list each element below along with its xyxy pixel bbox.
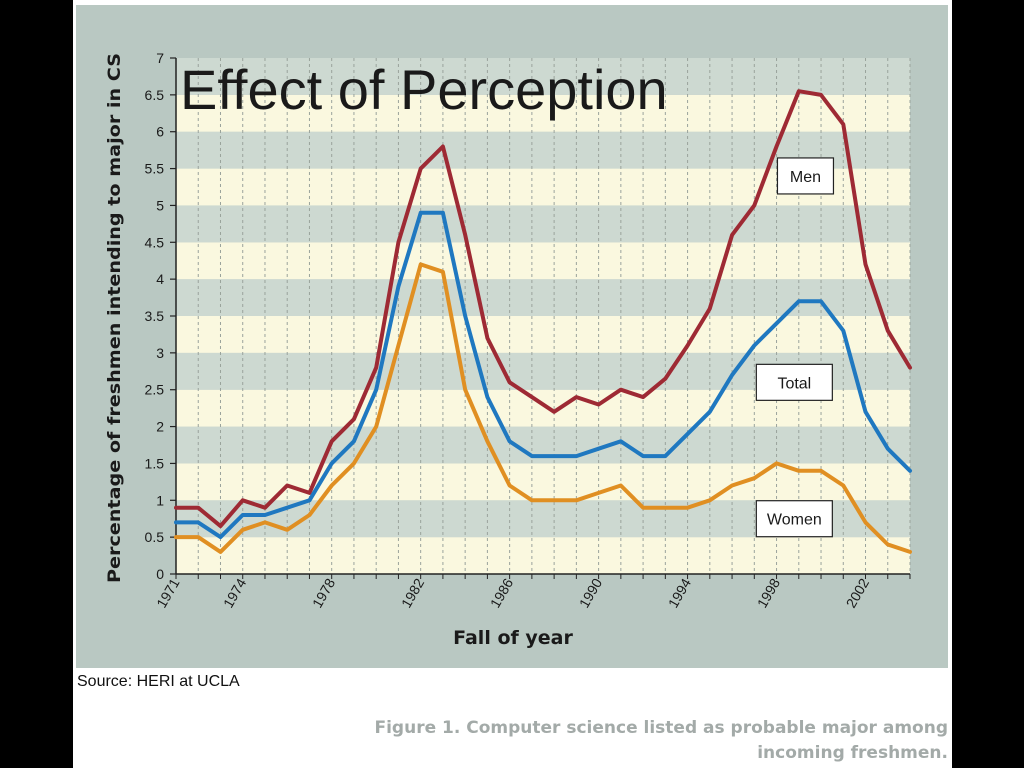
y-tick-label: 1.5 [145,455,165,471]
label-text: Women [767,512,822,529]
x-tick-label: 1978 [309,575,339,610]
y-tick-label: 6 [156,124,164,140]
series-lines [174,89,912,554]
grid-band [176,316,910,353]
grid-band [176,463,910,501]
grid-band [176,242,910,280]
y-tick-label: 4.5 [145,234,165,250]
plot-bands [176,58,910,574]
y-tick-label: 1 [156,492,164,508]
grid-band [176,537,910,574]
slide-title: Effect of Perception [180,58,668,121]
caption-line-1: Figure 1. Computer science listed as pro… [374,718,948,738]
label-box [755,363,833,401]
x-axis-title: Fall of year [453,627,573,649]
series-label-total: Total [755,363,833,401]
x-tick-label: 2002 [843,575,873,610]
y-tick-label: 5 [156,197,164,213]
figure-caption: Figure 1. Computer science listed as pro… [348,716,948,766]
caption-line-2: incoming freshmen. [757,743,948,763]
y-tick-label: 5.5 [145,161,165,177]
series-line-women [174,262,912,554]
x-tick-label: 1982 [398,575,428,610]
label-box [755,500,833,538]
y-axis-ticks: 0 0.5 1 1.5 2 2.5 3 3.5 4 4.5 5 5.5 6 6.5 7 [145,50,176,582]
label-box [776,157,835,195]
y-tick-label: 2 [156,419,164,435]
x-tick-label: 1974 [220,575,250,610]
series-line-men [174,89,912,529]
vertical-gridlines [197,58,911,574]
grid-band [176,205,910,243]
series-line-total [174,210,912,540]
y-axis-title: Percentage of freshmen intending to majo… [105,53,125,583]
y-tick-label: 0 [156,566,164,582]
x-axis-ticks: 1971 1974 1978 1982 1986 1990 1994 1998 2002 [153,574,911,610]
label-text: Total [777,375,811,392]
series-labels: Men Total Women [755,157,835,538]
source-note: Source: HERI at UCLA [77,673,240,690]
x-tick-label: 1990 [576,575,606,610]
series-label-men: Men [776,157,835,195]
grid-band [176,94,910,132]
y-tick-label: 3 [156,345,164,361]
label-text: Men [790,169,821,186]
y-tick-label: 2.5 [145,382,165,398]
y-tick-label: 6.5 [145,87,165,103]
x-tick-label: 1994 [665,575,695,610]
series-label-women: Women [755,500,833,538]
y-tick-label: 7 [156,50,164,66]
y-tick-label: 3.5 [145,308,165,324]
grid-band [176,58,910,95]
x-tick-label: 1986 [487,575,517,610]
y-tick-label: 4 [156,271,164,287]
y-tick-label: 0.5 [145,529,165,545]
x-tick-label: 1998 [754,575,784,610]
grid-band [176,279,910,316]
